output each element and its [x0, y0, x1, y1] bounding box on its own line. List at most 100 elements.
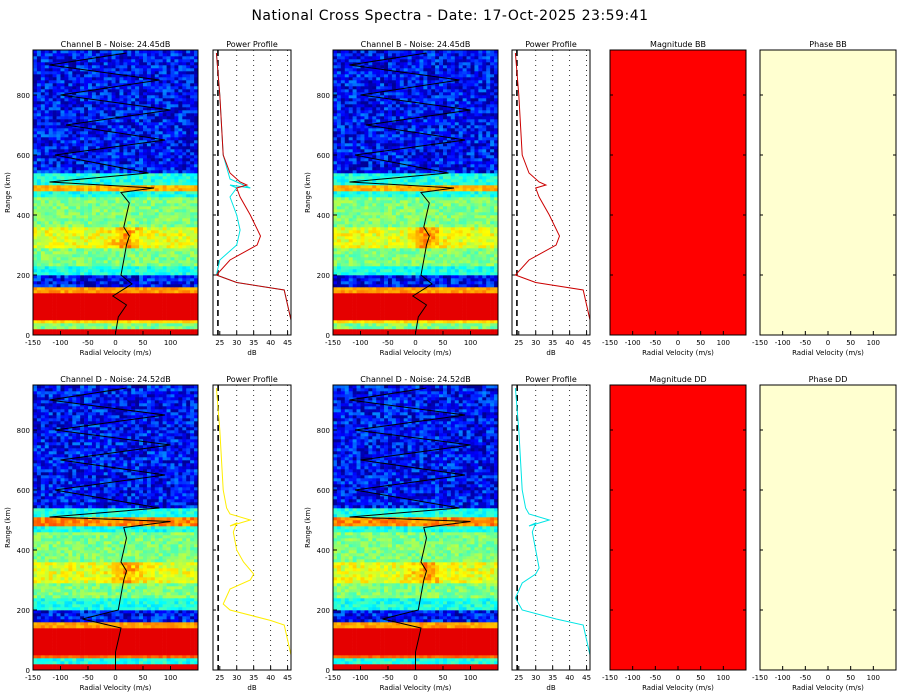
y-tick-label: 600 [17, 152, 30, 160]
x-tick-label: -150 [25, 674, 41, 682]
cross-panel-11: -150 -100 -50 0 50 100 Phase DD Radial Velocity… [752, 375, 897, 692]
x-tick-label: 50 [846, 339, 855, 347]
x-tick-label: 0 [676, 674, 680, 682]
x-tick-label: 35 [249, 674, 258, 682]
doppler-trace-line [349, 52, 471, 334]
profile-frame [511, 49, 591, 336]
x-tick-label: 0 [413, 339, 417, 347]
y-tick-label: 800 [17, 92, 30, 100]
x-tick-label: 100 [464, 674, 477, 682]
x-tick-label: 100 [867, 339, 880, 347]
y-tick-label: 400 [317, 547, 330, 555]
y-tick-label: 0 [26, 667, 30, 675]
cross-panel-10: -150 -100 -50 0 50 100 Magnitude DD Radial Velo… [602, 375, 747, 692]
x-tick-label: -100 [625, 674, 641, 682]
y-tick-label: 800 [317, 427, 330, 435]
y-axis-label: Range (km) [4, 507, 12, 548]
cross-fill [609, 384, 747, 671]
spectrum-panel-1: -150 -100 -50 0 50 100 0 200 400 600 800 Range (km)… [304, 40, 499, 357]
x-tick-label: -100 [775, 339, 791, 347]
x-tick-label: 50 [139, 674, 148, 682]
x-tick-label: 0 [413, 674, 417, 682]
x-tick-label: 45 [283, 339, 292, 347]
x-tick-label: 50 [696, 674, 705, 682]
x-tick-label: 35 [548, 674, 557, 682]
x-tick-label: 0 [826, 674, 830, 682]
x-tick-label: 100 [717, 674, 730, 682]
x-tick-label: -50 [82, 339, 93, 347]
panel-title: Channel B - Noise: 24.45dB [61, 40, 171, 49]
x-tick-label: 100 [164, 674, 177, 682]
spectrum-heatmap-cells [333, 385, 498, 670]
x-tick-label: 25 [514, 674, 523, 682]
x-axis-label: dB [546, 349, 555, 357]
panel-title: Power Profile [226, 375, 278, 384]
panel-title: Magnitude BB [650, 40, 706, 49]
spectrum-heatmap-cells [33, 385, 198, 670]
x-tick-label: 100 [867, 674, 880, 682]
y-tick-label: 200 [317, 607, 330, 615]
y-tick-label: 0 [26, 332, 30, 340]
spectrum-heatmap-cells [333, 50, 498, 335]
x-axis-label: Radial Velocity (m/s) [380, 349, 452, 357]
x-tick-label: 0 [676, 339, 680, 347]
x-tick-label: 50 [439, 674, 448, 682]
x-axis-label: Radial Velocity (m/s) [80, 349, 152, 357]
y-tick-label: 800 [317, 92, 330, 100]
x-tick-label: 100 [717, 339, 730, 347]
y-tick-label: 0 [326, 332, 330, 340]
x-tick-label: 30 [531, 674, 540, 682]
power-profile-line-2 [215, 52, 291, 321]
y-axis-label: Range (km) [304, 172, 312, 213]
y-tick-label: 400 [317, 212, 330, 220]
x-tick-label: 40 [266, 674, 275, 682]
x-tick-label: -50 [800, 674, 811, 682]
power-profile-line-1 [514, 52, 590, 321]
cross-panel-4: -150 -100 -50 0 50 100 Magnitude BB Radial Velo… [602, 40, 747, 357]
x-tick-label: 40 [266, 339, 275, 347]
x-tick-label: 40 [565, 339, 574, 347]
x-tick-label: 100 [164, 339, 177, 347]
power-profile-line-1 [215, 387, 291, 656]
x-tick-label: 0 [113, 674, 117, 682]
x-axis-label: Radial Velocity (m/s) [642, 349, 714, 357]
x-tick-label: -150 [25, 339, 41, 347]
x-tick-label: -100 [353, 674, 369, 682]
y-tick-label: 200 [317, 272, 330, 280]
y-tick-label: 600 [317, 152, 330, 160]
power-profile-line-1 [215, 52, 291, 321]
x-axis-label: Radial Velocity (m/s) [792, 349, 864, 357]
x-tick-label: 50 [139, 339, 148, 347]
cross-fill [759, 49, 897, 336]
profile-frame [212, 49, 292, 336]
profile-frame [212, 384, 292, 671]
panel-title: Power Profile [525, 40, 577, 49]
y-tick-label: 0 [326, 667, 330, 675]
x-tick-label: 50 [696, 339, 705, 347]
x-tick-label: 50 [439, 339, 448, 347]
x-tick-label: -150 [602, 339, 618, 347]
y-tick-label: 200 [17, 607, 30, 615]
profile-frame [511, 384, 591, 671]
panel-title: Power Profile [226, 40, 278, 49]
spectrum-panel-6: -150 -100 -50 0 50 100 0 200 400 600 800 Range (km)… [4, 375, 199, 692]
x-tick-label: 35 [548, 339, 557, 347]
y-axis-label: Range (km) [304, 507, 312, 548]
x-tick-label: 30 [232, 674, 241, 682]
y-axis-label: Range (km) [4, 172, 12, 213]
x-tick-label: -150 [752, 674, 768, 682]
x-tick-label: -100 [53, 339, 69, 347]
x-axis-label: dB [247, 349, 256, 357]
panel-title: Channel B - Noise: 24.45dB [361, 40, 471, 49]
x-tick-label: -50 [382, 674, 393, 682]
x-tick-label: -100 [775, 674, 791, 682]
x-axis-label: dB [546, 684, 555, 692]
x-axis-label: Radial Velocity (m/s) [380, 684, 452, 692]
x-tick-label: 45 [283, 674, 292, 682]
x-axis-label: Radial Velocity (m/s) [792, 684, 864, 692]
y-tick-label: 200 [17, 272, 30, 280]
panel-title: Magnitude DD [649, 375, 706, 384]
panel-title: Channel D - Noise: 24.52dB [60, 375, 170, 384]
power-profile-line-1 [514, 387, 590, 656]
doppler-trace-line [349, 387, 471, 669]
